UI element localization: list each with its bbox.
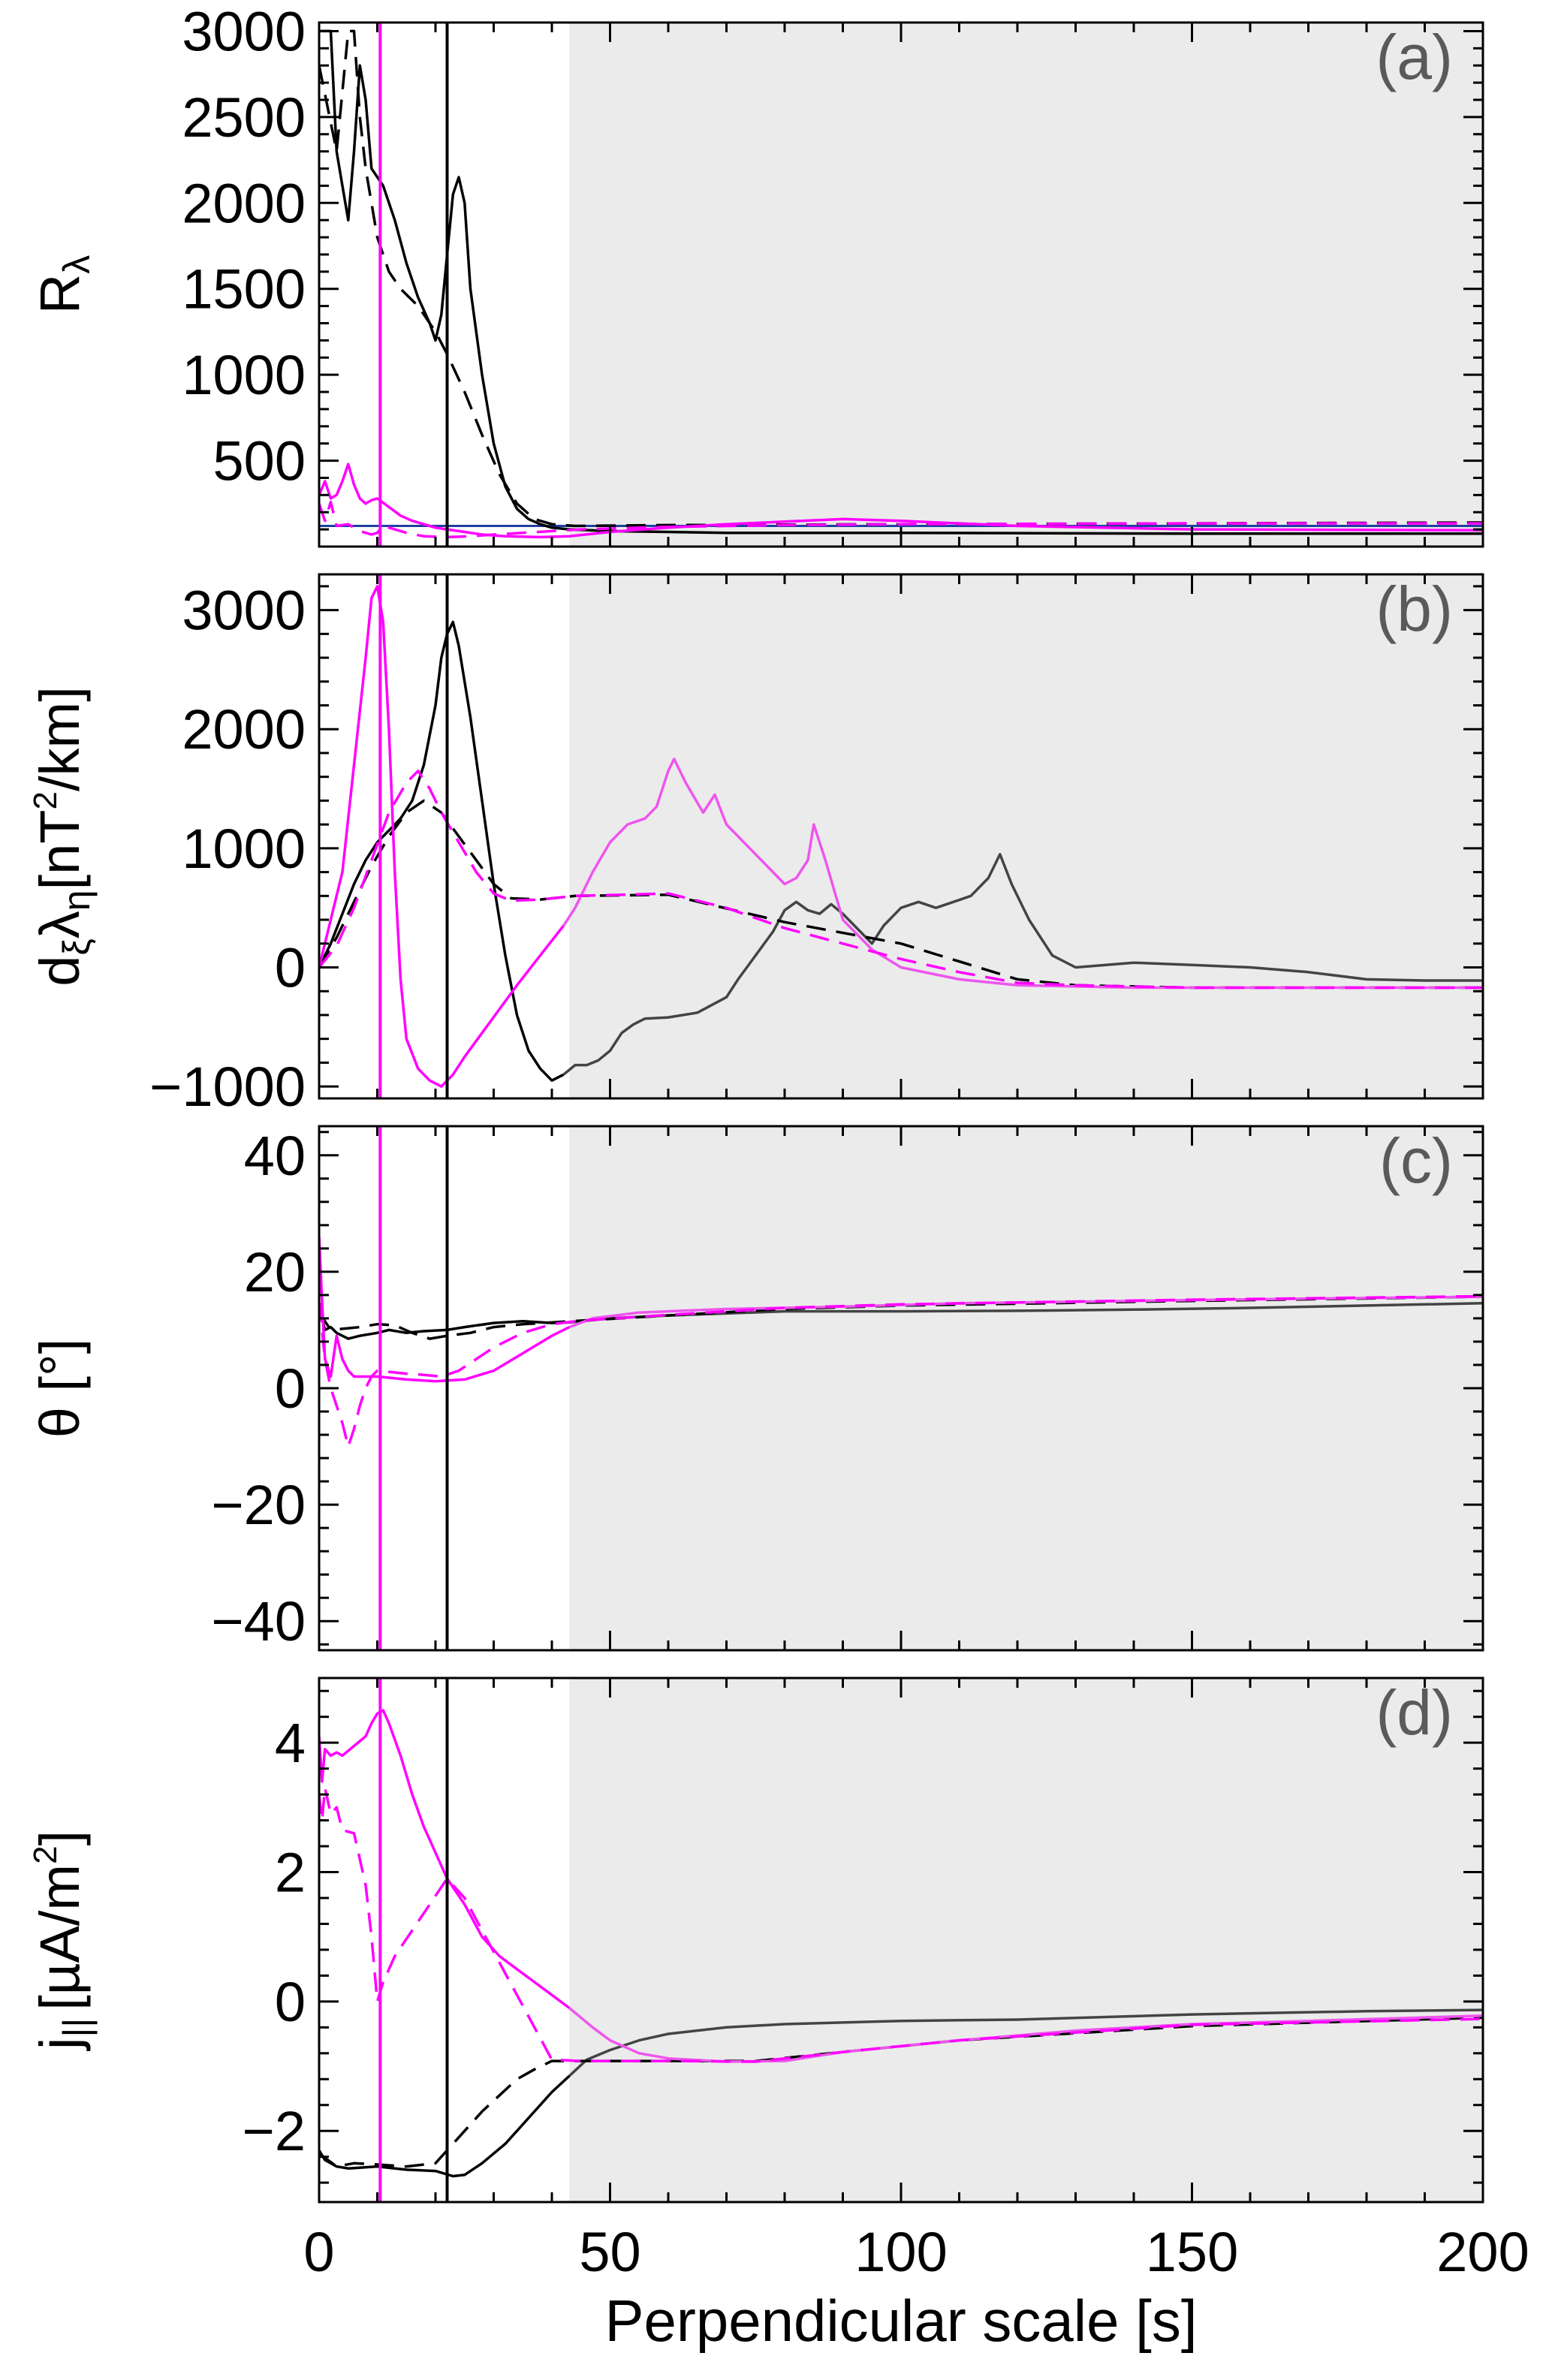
y-tick-label: 20	[244, 1241, 306, 1303]
y-tick-label: 0	[275, 1971, 306, 2033]
y-label-sup: 2	[27, 791, 64, 809]
y-label-sup: 2	[27, 1845, 64, 1863]
y-label-main: R	[29, 274, 91, 314]
y-tick-label: 1500	[182, 258, 306, 321]
y-tick-label: −40	[211, 1590, 306, 1652]
series-black-dashed	[319, 1295, 1483, 1340]
y-tick-label: 0	[275, 937, 306, 999]
y-label-sub: η	[56, 890, 98, 911]
plot-area	[319, 585, 1483, 1088]
series-gray_line-solid	[568, 2008, 1483, 2077]
series-magenta-solid	[319, 1237, 571, 1383]
shaded-region	[569, 574, 1483, 1098]
y-label-main: θ [°]	[29, 1339, 91, 1438]
shaded-region	[569, 1678, 1483, 2202]
series-magenta-dashed	[319, 500, 1483, 539]
panel-letter: (c)	[1379, 1125, 1453, 1196]
y-tick-label: 2000	[182, 172, 306, 234]
series-magenta-dashed	[319, 1243, 1483, 1448]
y-label-sub: λ	[56, 255, 98, 274]
plot-area	[319, 1709, 1483, 2178]
panel-letter: (d)	[1376, 1677, 1453, 1748]
panel-letter: (a)	[1376, 22, 1453, 92]
x-tick-label: 50	[579, 2221, 640, 2283]
series-black-solid	[319, 1306, 570, 1340]
y-label-main: d	[29, 956, 91, 987]
y-tick-label: 1000	[182, 344, 306, 406]
shaded-region	[569, 23, 1483, 547]
x-tick-label: 100	[854, 2221, 947, 2283]
y-tick-label: −1000	[149, 1056, 306, 1118]
shaded-region	[569, 1126, 1483, 1650]
y-axis-label: θ [°]	[29, 1339, 91, 1438]
y-tick-label: −20	[211, 1474, 306, 1536]
x-axis-label: Perpendicular scale [s]	[604, 2288, 1197, 2354]
y-tick-label: −2	[243, 2100, 306, 2162]
y-axis-label: dξλη[nT2/km]	[27, 686, 98, 987]
y-label-rest: [µA/m	[29, 1864, 91, 2011]
y-tick-label: 2500	[182, 86, 306, 149]
x-tick-label: 0	[303, 2221, 334, 2283]
y-axis-label: Rλ	[29, 255, 98, 314]
y-tick-label: 4	[275, 1712, 306, 1774]
panel-c: −40 −20 0 20 40 (c) θ [°]	[29, 1125, 1484, 1652]
y-tick-label: 1000	[182, 818, 306, 880]
series-black-solid	[319, 620, 565, 1082]
y-label-end: /km]	[29, 686, 91, 791]
y-tick-label: 0	[275, 1357, 306, 1420]
series-black-solid	[319, 29, 1483, 535]
series-magenta-solid	[319, 585, 565, 1088]
series-magenta-dashed	[319, 1786, 1483, 2063]
series-magenta-solid	[319, 462, 1483, 539]
y-tick-label: 40	[244, 1125, 306, 1187]
panel-b: −1000 0 1000 2000 3000 (b) dξλη[nT2/km]	[27, 573, 1484, 1118]
plot-area	[319, 1237, 1483, 1448]
y-label-sub: ||	[56, 2018, 98, 2038]
x-tick-label: 150	[1146, 2221, 1238, 2283]
series-magenta-solid	[319, 1709, 571, 2009]
y-tick-label: 3000	[182, 580, 306, 642]
panel-a: 500 1000 1500 2000 2500 3000 (a) Rλ	[29, 0, 1484, 548]
y-label-mid: λ	[29, 911, 91, 938]
y-tick-label: 3000	[182, 0, 306, 62]
y-label-sub: ξ	[56, 938, 98, 955]
panel-letter: (b)	[1376, 574, 1453, 644]
y-axis-label: j|| [µA/m2]	[27, 1830, 98, 2051]
series-magenta_light-solid	[562, 758, 1483, 990]
x-tick-label: 200	[1436, 2221, 1529, 2283]
y-label-main: j	[29, 2038, 91, 2051]
y-label-end: ]	[29, 1830, 91, 1846]
y-tick-label: 2	[275, 1842, 306, 1904]
y-tick-label: 2000	[182, 698, 306, 761]
series-magenta-dashed	[319, 770, 1483, 990]
y-label-rest: [nT	[29, 809, 91, 890]
series-black-solid	[319, 2074, 571, 2178]
series-gray_line-solid	[562, 853, 1483, 1076]
y-tick-label: 500	[213, 430, 306, 493]
